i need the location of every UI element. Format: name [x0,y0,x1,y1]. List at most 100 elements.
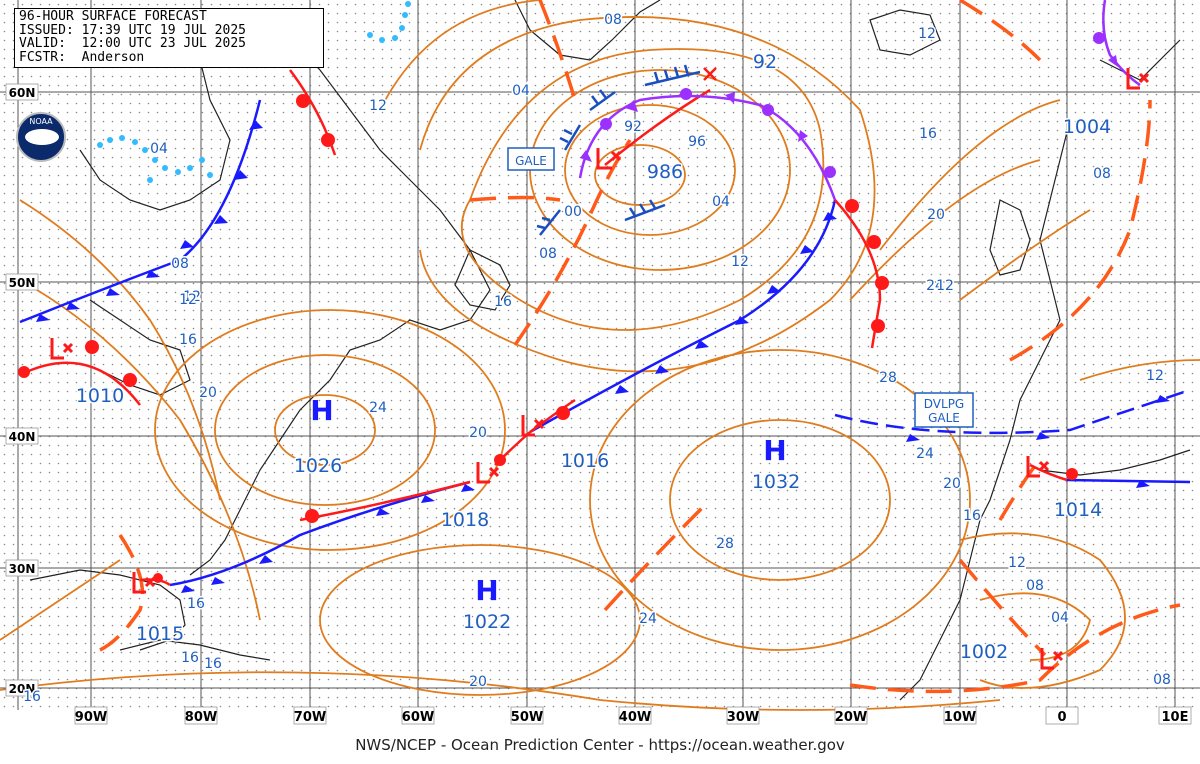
isobar-value-label: 12 [731,254,749,270]
isobar-value-label: 00 [564,204,582,220]
developing-front-pips [906,395,1170,442]
longitude-label-box [618,706,652,725]
longitude-label-box [726,706,760,725]
isobar-value-label: 24 [926,278,944,294]
latitude-label-box [5,83,39,101]
longitude-label-box [1158,706,1192,725]
forecaster-label: FCSTR: [19,49,66,65]
dvlpg-warning-label: DVLPG [924,397,964,411]
longitude-label-box [834,706,868,725]
latitude-label: 30N [9,562,36,576]
dvlpg-warning-label: GALE [928,411,960,425]
isobar-value-label: 16 [204,656,222,672]
gale-warning-label: GALE [515,154,547,168]
storm-markers [703,67,717,81]
low-symbols [50,68,1150,670]
isobar-value-label: 28 [716,536,734,552]
longitude-label: 70W [294,710,326,725]
isobar-value-label: 08 [1026,578,1044,594]
isobar-value-label: 16 [181,650,199,666]
cold-front-pips [36,120,1150,593]
pressure-value: 1015 [136,623,184,645]
isobar-value-label: 12 [369,98,387,114]
isobar-value-label: 28 [879,370,897,386]
pressure-value: 1004 [1063,116,1111,138]
valid-time: 12:00 UTC 23 JUL 2025 [81,36,246,51]
latitude-label-box [5,273,39,291]
dvlpg-gale-warning-box [914,392,974,428]
isobar-value-label: 20 [469,674,487,690]
longitude-label: 10W [944,710,976,725]
isobar-value-label: 24 [369,400,387,416]
longitude-label-box [401,706,435,725]
isobar-value-label: 08 [1093,166,1111,182]
longitude-label: 10E [1162,710,1189,725]
isobar-value-label: 20 [469,425,487,441]
longitude-label-box [1045,706,1079,725]
ice-edge-dots [97,1,411,183]
isobar-value-label: 16 [23,689,41,705]
pressure-value: 1002 [960,641,1008,663]
isobar-value-label: 96 [688,134,706,150]
isobar-value-label: 20 [199,385,217,401]
isobar-value-label: 04 [512,83,530,99]
isobar-value-label: 24 [916,446,934,462]
pressure-value: 986 [647,161,683,183]
issued-time: 17:39 UTC 19 JUL 2025 [81,22,246,38]
pressure-value: 1016 [561,450,609,472]
longitude-label: 40W [619,710,651,725]
pressure-value: 1022 [463,611,511,633]
pressure-value: 1032 [752,471,800,493]
longitude-label: 80W [185,710,217,725]
pressure-value: 1018 [441,509,489,531]
header-title: 96-HOUR SURFACE FORECAST [19,9,207,24]
latitude-label-box [5,427,39,445]
troughs [99,0,1181,694]
longitude-label-box [74,706,108,725]
longitude-label: 30W [727,710,759,725]
isobar-value-label: 04 [1051,610,1069,626]
longitude-label: 0 [1057,710,1066,725]
isobar-value-label: 16 [494,294,512,310]
isobar-value-label: 04 [712,194,730,210]
isobar-value-label: 24 [639,611,657,627]
isobar-value-label: 08 [539,246,557,262]
isobar-value-label: 12 [179,292,197,308]
longitude-label: 50W [511,710,543,725]
warm-front-bumps [18,94,1078,583]
isobar-value-label: 12 [918,26,936,42]
longitude-label: 20W [835,710,867,725]
wind-barbs [536,64,701,236]
longitude-label-box [510,706,544,725]
longitude-label-box [943,706,977,725]
isobar-value-label: 16 [963,508,981,524]
latitude-label: 50N [9,276,36,290]
longitude-label: 60W [402,710,434,725]
isobar-value-label: 20 [927,207,945,223]
isobar-value-label: 92 [624,119,642,135]
isobar-value-label: 08 [539,246,557,262]
isobar-value-label: 16 [919,126,937,142]
noaa-logo: NOAA [16,112,66,162]
longitude-label-box [184,706,218,725]
latitude-label-box [5,679,39,697]
high-pressure-symbol: H [475,574,498,607]
forecast-header: 96-HOUR SURFACE FORECAST ISSUED: 17:39 U… [14,8,324,68]
isobars [0,0,1200,711]
isobar-value-label: 16 [187,596,205,612]
isobar-value-label: 12 [1146,368,1164,384]
forecaster-name: Anderson [81,49,145,65]
latitude-label: 20N [9,682,36,696]
valid-label: VALID: [19,36,66,51]
latitude-label: 60N [9,86,36,100]
isobar-value-label: 16 [179,332,197,348]
pressure-value: 1010 [76,385,124,407]
developing-front [834,388,1191,435]
high-pressure-symbol: H [310,394,333,427]
footer-credit: NWS/NCEP - Ocean Prediction Center - htt… [355,736,845,754]
isobar-value-label: 20 [943,476,961,492]
latitude-label-box [5,559,39,577]
occluded-front-pips [580,32,1118,178]
